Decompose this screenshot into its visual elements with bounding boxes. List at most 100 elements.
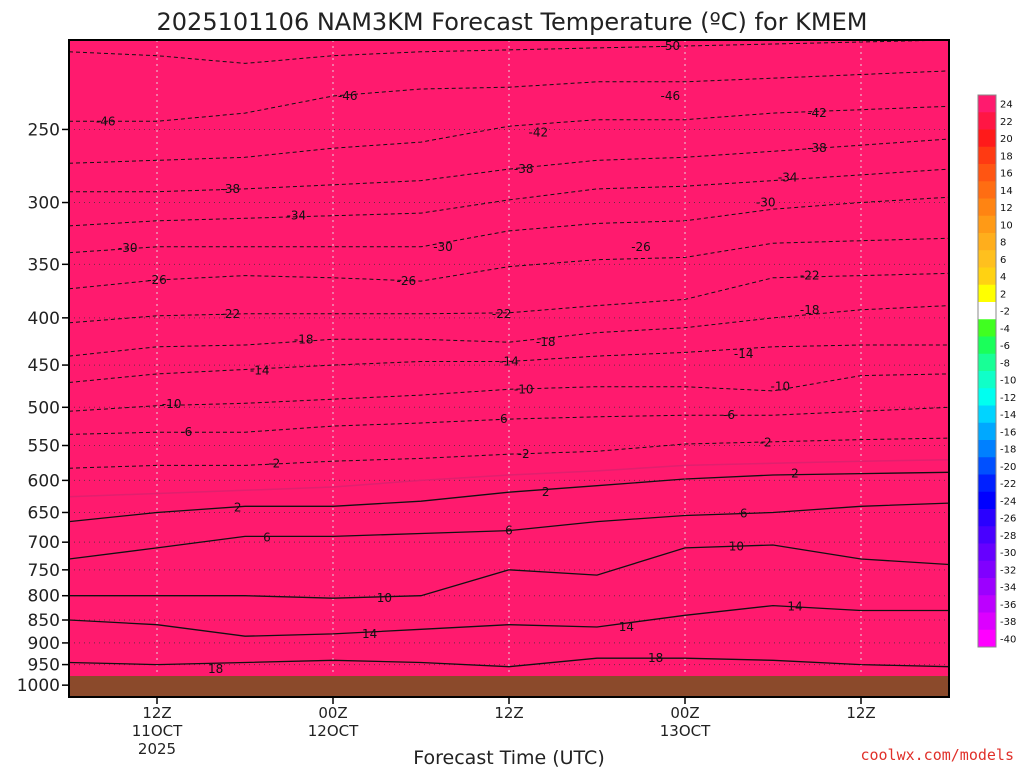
contour-label: -10 — [514, 382, 534, 396]
colorbar-swatch — [978, 474, 996, 493]
contour-label: -2 — [518, 447, 530, 461]
contour-line — [69, 237, 949, 290]
x-tick-label: 11OCT — [132, 722, 183, 740]
contour-line — [69, 502, 949, 560]
contour-label: -18 — [294, 332, 314, 346]
x-tick-label: 12Z — [846, 704, 875, 722]
y-tick-label: 450 — [28, 356, 60, 376]
colorbar-label: -20 — [1000, 462, 1016, 473]
colorbar-label: -30 — [1000, 548, 1016, 559]
colorbar-swatch — [978, 250, 996, 268]
y-tick-label: 950 — [28, 656, 60, 676]
colorbar-label: -36 — [1000, 600, 1016, 611]
colorbar-label: 18 — [1000, 151, 1013, 162]
y-tick-label: 250 — [28, 120, 60, 140]
contour-label: -14 — [499, 354, 519, 368]
colorbar-swatch — [978, 612, 996, 631]
y-tick-label: 700 — [28, 533, 60, 553]
credit-text[interactable]: coolwx.com/models — [860, 746, 1014, 764]
contour-label: -46 — [338, 89, 358, 103]
y-tick-label: 350 — [28, 255, 60, 275]
colorbar-swatch — [978, 543, 996, 562]
colorbar-label: -12 — [1000, 393, 1016, 404]
contour-label: -26 — [397, 274, 417, 288]
contour-line — [69, 138, 949, 193]
colorbar-label: -2 — [1000, 307, 1010, 318]
y-tick-label: 500 — [28, 398, 60, 418]
contour-label: -10 — [771, 380, 791, 394]
colorbar-swatch — [978, 319, 996, 337]
colorbar-label: 2 — [1000, 289, 1006, 300]
colorbar-label: 16 — [1000, 169, 1013, 180]
contour-label: -6 — [723, 408, 735, 422]
contour-line — [69, 459, 949, 498]
colorbar-swatch — [978, 509, 996, 527]
colorbar-swatch — [978, 164, 996, 182]
contour-label: 14 — [619, 620, 634, 634]
contour-label: -46 — [96, 114, 116, 128]
contour-label: -10 — [162, 397, 182, 411]
contour-label: -14 — [250, 363, 270, 377]
contour-label: -22 — [800, 269, 820, 283]
contour-line — [69, 544, 949, 599]
contour-line — [69, 105, 949, 164]
plot-area: -50-46 -46-46-42-42-38-38-38-34-34-30 -30-… — [69, 39, 949, 697]
colorbar-swatch — [978, 560, 996, 579]
colorbar-label: 14 — [1000, 186, 1013, 197]
colorbar-label: -18 — [1000, 445, 1016, 456]
y-tick-label: 800 — [28, 587, 60, 607]
contour-label: -2 — [268, 456, 280, 470]
colorbar-label: -8 — [1000, 358, 1010, 369]
x-tick-label: 12OCT — [308, 722, 359, 740]
colorbar-swatch — [978, 198, 996, 217]
contour-line — [69, 70, 949, 122]
y-tick-label: 900 — [28, 634, 60, 654]
colorbar-label: -24 — [1000, 496, 1016, 507]
colorbar-swatch — [978, 336, 996, 355]
colorbar-swatch — [978, 595, 996, 613]
contour-label: -22 — [221, 307, 241, 321]
y-tick-label: 1000 — [17, 676, 60, 696]
colorbar-swatch — [978, 302, 996, 320]
colorbar-label: 10 — [1000, 220, 1013, 231]
x-tick-label: 00Z — [670, 704, 699, 722]
contour-label: -38 — [221, 182, 241, 196]
y-tick-label: 400 — [28, 309, 60, 329]
colorbar-swatch — [978, 233, 996, 251]
contour-label: -34 — [778, 171, 798, 185]
colorbar-label: -26 — [1000, 514, 1016, 525]
contour-label: 2 — [234, 501, 242, 515]
ground-surface — [69, 676, 949, 697]
colorbar-swatch — [978, 181, 996, 199]
y-tick-label: 850 — [28, 611, 60, 631]
contour-label: -22 — [492, 307, 512, 321]
contour-label: 2 — [791, 467, 799, 481]
colorbar-swatch — [978, 129, 996, 148]
colorbar-label: 24 — [1000, 100, 1013, 111]
colorbar-swatch — [978, 405, 996, 424]
colorbar-label: 12 — [1000, 203, 1013, 214]
contour-label: -42 — [807, 106, 827, 120]
colorbar-swatch — [978, 578, 996, 596]
contour-label: 10 — [729, 540, 744, 554]
y-tick-label: 600 — [28, 471, 60, 491]
contour-label: -50 — [661, 39, 681, 53]
contour-label: 18 — [648, 651, 663, 665]
contour-labels: -50-46 -46-46-42-42-38-38-38-34-34-30 -30-… — [96, 39, 827, 676]
x-tick-label: 13OCT — [660, 722, 711, 740]
pressure-axis: 250 300 350 400 450 500 550 600 650 700 750 800 850 9… — [17, 120, 69, 696]
contour-label: 10 — [377, 591, 392, 605]
contour-label: -26 — [631, 240, 651, 254]
contour-label: -34 — [287, 209, 307, 223]
colorbar-swatch — [978, 388, 996, 406]
colorbar-label: -38 — [1000, 617, 1016, 628]
contour-label: -30 — [433, 240, 453, 254]
contour-label: -30 — [756, 196, 776, 210]
colorbar-label: -22 — [1000, 479, 1016, 490]
colorbar-label: -6 — [1000, 341, 1010, 352]
colorbar-label: -40 — [1000, 634, 1016, 645]
colorbar-label: -10 — [1000, 376, 1016, 387]
contour-label: 2 — [542, 485, 550, 499]
colorbar-swatch — [978, 457, 996, 475]
colorbar-label: 20 — [1000, 134, 1013, 145]
